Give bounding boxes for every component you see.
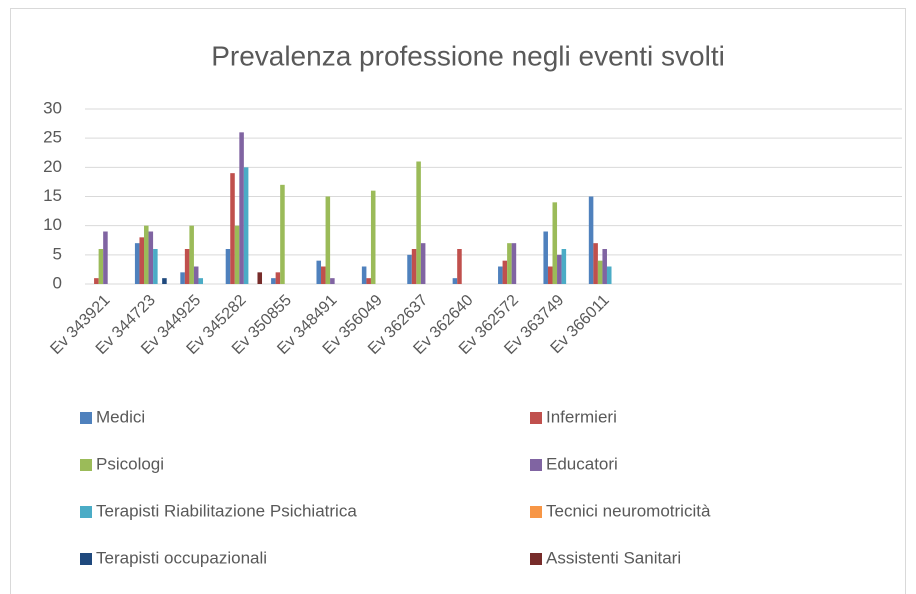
chart-border bbox=[10, 8, 906, 594]
bar bbox=[184, 249, 190, 284]
bar bbox=[257, 272, 263, 284]
bar bbox=[94, 278, 99, 284]
bar bbox=[557, 254, 562, 284]
y-tick-label: 10 bbox=[43, 215, 62, 234]
legend-label: Psicologi bbox=[96, 454, 164, 473]
bar bbox=[271, 278, 276, 284]
bar bbox=[593, 243, 598, 284]
bar bbox=[511, 243, 517, 284]
bar bbox=[144, 225, 149, 284]
bar bbox=[498, 266, 503, 284]
bar bbox=[606, 266, 612, 284]
bar bbox=[602, 249, 607, 284]
bar bbox=[239, 132, 244, 284]
legend-label: Infermieri bbox=[546, 407, 617, 426]
bar bbox=[103, 231, 108, 284]
bar bbox=[420, 243, 426, 284]
bar bbox=[457, 249, 462, 284]
bar bbox=[552, 202, 558, 284]
bar bbox=[280, 184, 285, 284]
legend-swatch bbox=[80, 412, 92, 424]
y-tick-label: 30 bbox=[43, 98, 62, 117]
bar bbox=[502, 260, 508, 284]
legend-swatch bbox=[530, 506, 542, 518]
legend-swatch bbox=[530, 412, 542, 424]
bar bbox=[275, 272, 281, 284]
bar bbox=[361, 266, 367, 284]
y-tick-label: 20 bbox=[43, 157, 62, 176]
bar bbox=[230, 173, 235, 284]
bar bbox=[148, 231, 154, 284]
bar bbox=[193, 266, 199, 284]
bar bbox=[234, 225, 240, 284]
legend-swatch bbox=[530, 553, 542, 565]
chart-title: Prevalenza professione negli eventi svol… bbox=[211, 40, 725, 71]
bar bbox=[139, 237, 145, 284]
bar bbox=[316, 260, 322, 284]
bar bbox=[180, 272, 185, 284]
bar bbox=[325, 196, 331, 284]
bar bbox=[198, 278, 204, 284]
bar bbox=[543, 231, 548, 284]
legend-swatch bbox=[80, 506, 92, 518]
bar bbox=[162, 278, 167, 284]
bar bbox=[411, 249, 417, 284]
bar bbox=[243, 167, 249, 284]
bar bbox=[407, 254, 412, 284]
bar bbox=[547, 266, 553, 284]
y-tick-label: 5 bbox=[53, 244, 62, 263]
legend-label: Assistenti Sanitari bbox=[546, 548, 681, 567]
bar bbox=[452, 278, 458, 284]
legend-label: Terapisti occupazionali bbox=[96, 548, 267, 567]
bar bbox=[134, 243, 140, 284]
legend-swatch bbox=[530, 459, 542, 471]
bar bbox=[588, 196, 594, 284]
bar bbox=[416, 161, 421, 284]
bar bbox=[370, 190, 376, 284]
y-tick-label: 25 bbox=[43, 128, 62, 147]
bar bbox=[597, 260, 603, 284]
bar bbox=[153, 249, 158, 284]
legend-label: Medici bbox=[96, 407, 145, 426]
bar bbox=[225, 249, 231, 284]
bar bbox=[321, 266, 326, 284]
legend-swatch bbox=[80, 459, 92, 471]
bar bbox=[330, 278, 335, 284]
legend-label: Tecnici neuromotricità bbox=[546, 501, 711, 520]
legend-label: Terapisti Riabilitazione Psichiatrica bbox=[96, 501, 357, 520]
bar bbox=[98, 249, 104, 284]
y-tick-label: 15 bbox=[43, 186, 62, 205]
bar bbox=[189, 225, 194, 284]
legend-swatch bbox=[80, 553, 92, 565]
legend-label: Educatori bbox=[546, 454, 618, 473]
bar bbox=[366, 278, 371, 284]
bar bbox=[561, 249, 567, 284]
bar bbox=[507, 243, 512, 284]
y-tick-label: 0 bbox=[53, 273, 62, 292]
